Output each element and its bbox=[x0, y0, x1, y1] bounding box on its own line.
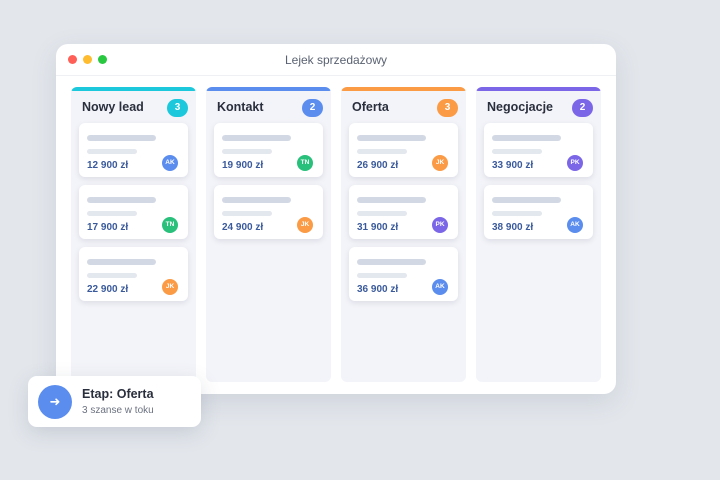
deal-amount: 38 900 zł bbox=[492, 222, 534, 233]
column-negocjacje: Negocjacje 2 33 900 zł PK 38 900 zł AK bbox=[476, 87, 601, 382]
placeholder-line bbox=[492, 197, 561, 203]
column-color-bar bbox=[206, 87, 331, 91]
owner-avatar: JK bbox=[162, 279, 178, 295]
deal-card[interactable]: 36 900 zł AK bbox=[349, 247, 458, 301]
placeholder-line bbox=[357, 211, 407, 216]
deal-amount: 12 900 zł bbox=[87, 160, 129, 171]
toast-subtitle: 3 szanse w toku bbox=[82, 405, 154, 416]
deal-amount: 31 900 zł bbox=[357, 222, 399, 233]
arrow-right-icon: ➜ bbox=[38, 385, 72, 419]
deal-amount: 33 900 zł bbox=[492, 160, 534, 171]
placeholder-line bbox=[87, 135, 156, 141]
deal-amount: 19 900 zł bbox=[222, 160, 264, 171]
placeholder-line bbox=[357, 259, 426, 265]
placeholder-line bbox=[492, 135, 561, 141]
column-nowy-lead: Nowy lead 3 12 900 zł AK 17 900 zł TN 22… bbox=[71, 87, 196, 382]
deal-card[interactable]: 12 900 zł AK bbox=[79, 123, 188, 177]
deal-card[interactable]: 38 900 zł AK bbox=[484, 185, 593, 239]
placeholder-line bbox=[492, 149, 542, 154]
column-title: Nowy lead bbox=[82, 100, 144, 114]
maximize-window-button[interactable] bbox=[98, 55, 107, 64]
column-title: Oferta bbox=[352, 100, 389, 114]
placeholder-line bbox=[87, 149, 137, 154]
deal-card[interactable]: 22 900 zł JK bbox=[79, 247, 188, 301]
placeholder-line bbox=[357, 197, 426, 203]
deal-amount: 26 900 zł bbox=[357, 160, 399, 171]
deal-card[interactable]: 26 900 zł JK bbox=[349, 123, 458, 177]
owner-avatar: AK bbox=[432, 279, 448, 295]
column-count-badge: 3 bbox=[167, 99, 188, 117]
owner-avatar: AK bbox=[162, 155, 178, 171]
placeholder-line bbox=[222, 135, 291, 141]
placeholder-line bbox=[87, 211, 137, 216]
placeholder-line bbox=[222, 197, 291, 203]
placeholder-line bbox=[87, 197, 156, 203]
owner-avatar: TN bbox=[162, 217, 178, 233]
close-window-button[interactable] bbox=[68, 55, 77, 64]
column-oferta: Oferta 3 26 900 zł JK 31 900 zł PK 36 90… bbox=[341, 87, 466, 382]
placeholder-line bbox=[357, 149, 407, 154]
deal-amount: 17 900 zł bbox=[87, 222, 129, 233]
deal-card[interactable]: 24 900 zł JK bbox=[214, 185, 323, 239]
deal-amount: 22 900 zł bbox=[87, 284, 129, 295]
placeholder-line bbox=[87, 273, 137, 278]
owner-avatar: TN bbox=[297, 155, 313, 171]
column-color-bar bbox=[476, 87, 601, 91]
placeholder-line bbox=[492, 211, 542, 216]
minimize-window-button[interactable] bbox=[83, 55, 92, 64]
owner-avatar: PK bbox=[567, 155, 583, 171]
deal-card[interactable]: 33 900 zł PK bbox=[484, 123, 593, 177]
deal-amount: 36 900 zł bbox=[357, 284, 399, 295]
toast-title: Etap: Oferta bbox=[82, 387, 154, 401]
placeholder-line bbox=[222, 211, 272, 216]
deal-card[interactable]: 19 900 zł TN bbox=[214, 123, 323, 177]
title-bar: Lejek sprzedażowy bbox=[56, 44, 616, 76]
app-window: Lejek sprzedażowy Nowy lead 3 12 900 zł … bbox=[56, 44, 616, 394]
column-color-bar bbox=[71, 87, 196, 91]
column-count-badge: 2 bbox=[572, 99, 593, 117]
deal-amount: 24 900 zł bbox=[222, 222, 264, 233]
column-title: Negocjacje bbox=[487, 100, 554, 114]
deal-card[interactable]: 31 900 zł PK bbox=[349, 185, 458, 239]
column-color-bar bbox=[341, 87, 466, 91]
placeholder-line bbox=[222, 149, 272, 154]
owner-avatar: JK bbox=[432, 155, 448, 171]
owner-avatar: AK bbox=[567, 217, 583, 233]
placeholder-line bbox=[87, 259, 156, 265]
deal-card[interactable]: 17 900 zł TN bbox=[79, 185, 188, 239]
placeholder-line bbox=[357, 135, 426, 141]
column-kontakt: Kontakt 2 19 900 zł TN 24 900 zł JK bbox=[206, 87, 331, 382]
column-count-badge: 3 bbox=[437, 99, 458, 117]
column-title: Kontakt bbox=[217, 100, 264, 114]
stage-toast[interactable]: ➜ Etap: Oferta 3 szanse w toku bbox=[28, 376, 201, 427]
window-title: Lejek sprzedażowy bbox=[284, 53, 388, 67]
column-count-badge: 2 bbox=[302, 99, 323, 117]
placeholder-line bbox=[357, 273, 407, 278]
owner-avatar: PK bbox=[432, 217, 448, 233]
owner-avatar: JK bbox=[297, 217, 313, 233]
